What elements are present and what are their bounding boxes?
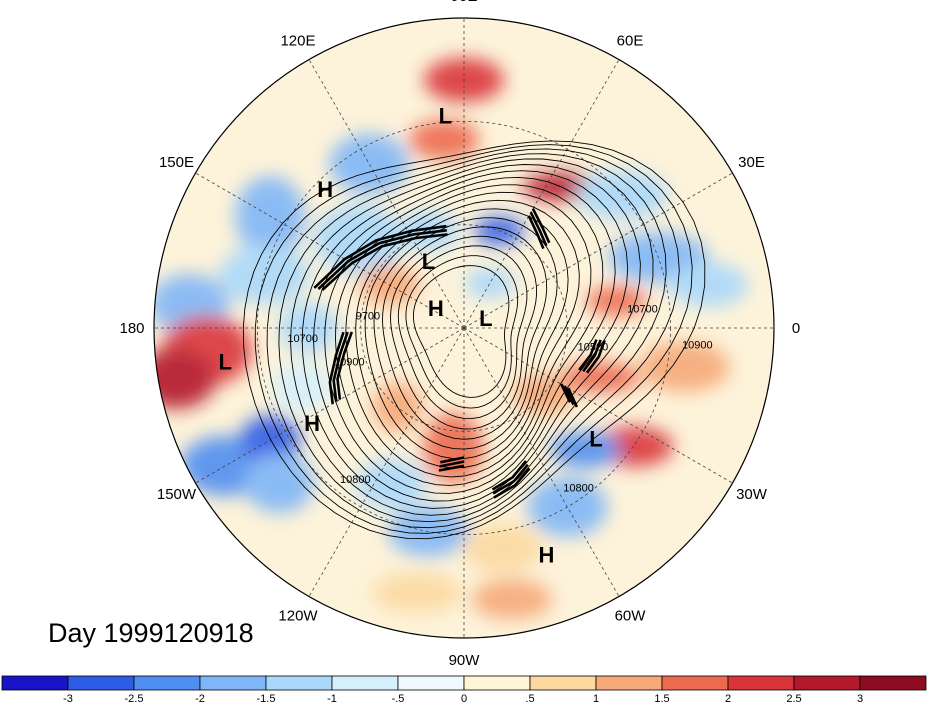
colorbar-swatch [793, 675, 861, 691]
contour-label: 10500 [578, 342, 609, 354]
longitude-label: 120W [278, 608, 318, 625]
colorbar-swatch [661, 675, 729, 691]
colorbar-tick-label: -2 [195, 693, 205, 702]
contour-label: 10700 [627, 303, 658, 315]
colorbar-tick-label: -1.5 [257, 693, 276, 702]
longitude-label: 120E [280, 32, 315, 49]
colorbar-tick-label: -1 [327, 693, 337, 702]
colorbar-tick-label: 0 [461, 693, 467, 702]
colorbar: -3 -2.5 -2 -1.5 -1 -.5 0 .5 1 1.5 2 2.5 3 [1, 675, 927, 702]
colorbar-tick-label: 3 [857, 693, 863, 702]
colorbar-swatch [67, 675, 135, 691]
colorbar-swatch [595, 675, 663, 691]
colorbar-swatch [727, 675, 795, 691]
colorbar-tick-label: 2.5 [786, 693, 801, 702]
colorbar-tick-label: -.5 [392, 693, 405, 702]
colorbar-swatch [133, 675, 201, 691]
colorbar-tick-label: 1 [593, 693, 599, 702]
map-border [153, 17, 775, 639]
longitude-label: 60W [615, 608, 647, 625]
colorbar-swatch [529, 675, 597, 691]
longitude-label: 150E [159, 154, 194, 171]
longitude-label: 90E [451, 0, 478, 5]
contour-label: 10900 [682, 339, 713, 351]
longitude-label: 30E [738, 154, 765, 171]
colorbar-swatch [463, 675, 531, 691]
contour-label: 10800 [340, 474, 371, 486]
colorbar-tick-label: -3 [63, 693, 73, 702]
colorbar-tick-label: 2 [725, 693, 731, 702]
contour-label: 9700 [356, 311, 380, 323]
colorbar-tick-label: 1.5 [654, 693, 669, 702]
longitude-label: 60E [617, 32, 644, 49]
colorbar-swatch [1, 675, 69, 691]
longitude-label: 180 [119, 320, 144, 337]
high-pressure-marker: H [304, 411, 320, 436]
colorbar-tick-label: .5 [525, 693, 534, 702]
longitude-label: 150W [157, 486, 197, 503]
colorbar-swatch [397, 675, 465, 691]
contour-label: 10900 [334, 356, 365, 368]
high-pressure-marker: H [317, 177, 333, 202]
longitude-label: 30W [736, 486, 768, 503]
low-pressure-marker: L [479, 306, 492, 331]
jet-streak-contours [313, 208, 606, 499]
low-pressure-marker: L [219, 350, 232, 375]
colorbar-swatch [199, 675, 267, 691]
colorbar-tick-label: -2.5 [125, 693, 144, 702]
contour-label: 10700 [287, 333, 318, 345]
colorbar-swatch [265, 675, 333, 691]
longitude-label: 90W [449, 652, 481, 669]
colorbar-swatch [331, 675, 399, 691]
colorbar-swatch [859, 675, 927, 691]
low-pressure-marker: L [439, 103, 452, 128]
contour-label: 10800 [563, 483, 594, 495]
anomaly-field [154, 18, 774, 638]
graticule [154, 18, 774, 638]
high-pressure-marker: H [539, 543, 555, 568]
day-title: Day 1999120918 [48, 618, 254, 648]
low-pressure-marker: L [422, 249, 435, 274]
longitude-label: 0 [792, 320, 800, 337]
high-pressure-marker: H [428, 296, 444, 321]
low-pressure-marker: L [589, 427, 602, 452]
